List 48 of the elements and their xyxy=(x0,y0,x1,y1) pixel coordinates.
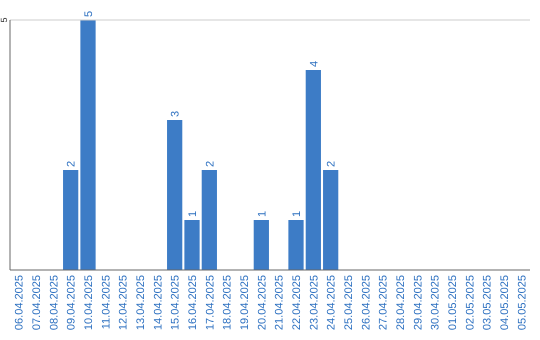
x-tick-label: 04.05.2025 xyxy=(499,275,511,330)
x-tick-label: 13.04.2025 xyxy=(135,275,147,330)
bar xyxy=(63,170,78,270)
x-tick-label: 10.04.2025 xyxy=(83,275,95,330)
bar xyxy=(80,20,96,270)
data-label: 1 xyxy=(256,210,268,217)
x-tick-label: 08.04.2025 xyxy=(48,275,60,330)
x-tick-label: 07.04.2025 xyxy=(31,275,43,330)
x-tick-label: 17.04.2025 xyxy=(204,275,216,330)
x-tick-label: 12.04.2025 xyxy=(118,275,130,330)
x-tick-label: 02.05.2025 xyxy=(464,275,476,330)
x-tick-label: 27.04.2025 xyxy=(378,275,390,330)
x-tick-label: 11.04.2025 xyxy=(100,275,112,330)
data-label: 3 xyxy=(170,110,182,117)
data-label: 5 xyxy=(83,10,95,17)
bar xyxy=(167,120,182,270)
x-tick-label: 06.04.2025 xyxy=(14,275,26,330)
x-tick-label: 03.05.2025 xyxy=(482,275,494,330)
x-tick-label: 09.04.2025 xyxy=(66,275,78,330)
x-tick-label: 16.04.2025 xyxy=(187,275,199,330)
bar xyxy=(254,220,269,270)
bar xyxy=(202,170,217,270)
x-tick-label: 22.04.2025 xyxy=(291,275,303,330)
x-tick-label: 15.04.2025 xyxy=(170,275,182,330)
x-tick-label: 19.04.2025 xyxy=(239,275,251,330)
data-label: 2 xyxy=(66,160,78,167)
x-tick-label: 29.04.2025 xyxy=(412,275,424,330)
x-tick-label: 14.04.2025 xyxy=(152,275,164,330)
x-tick-label: 20.04.2025 xyxy=(256,275,268,330)
x-tick-label: 23.04.2025 xyxy=(308,275,320,330)
x-tick-label: 01.05.2025 xyxy=(447,275,459,330)
x-tick-label: 18.04.2025 xyxy=(222,275,234,330)
x-tick-label: 26.04.2025 xyxy=(360,275,372,330)
data-label: 2 xyxy=(326,160,338,167)
x-tick-label: 24.04.2025 xyxy=(326,275,338,330)
bar xyxy=(288,220,304,270)
data-label: 4 xyxy=(308,60,320,67)
data-label: 1 xyxy=(291,210,303,217)
bar xyxy=(323,170,338,270)
bar xyxy=(306,70,321,270)
data-label: 1 xyxy=(187,210,199,217)
x-tick-label: 30.04.2025 xyxy=(430,275,442,330)
x-tick-label: 05.05.2025 xyxy=(516,275,528,330)
x-tick-label: 21.04.2025 xyxy=(274,275,286,330)
x-tick-label: 25.04.2025 xyxy=(343,275,355,330)
x-tick-label: 28.04.2025 xyxy=(395,275,407,330)
bar xyxy=(184,220,200,270)
data-label: 2 xyxy=(204,160,216,167)
